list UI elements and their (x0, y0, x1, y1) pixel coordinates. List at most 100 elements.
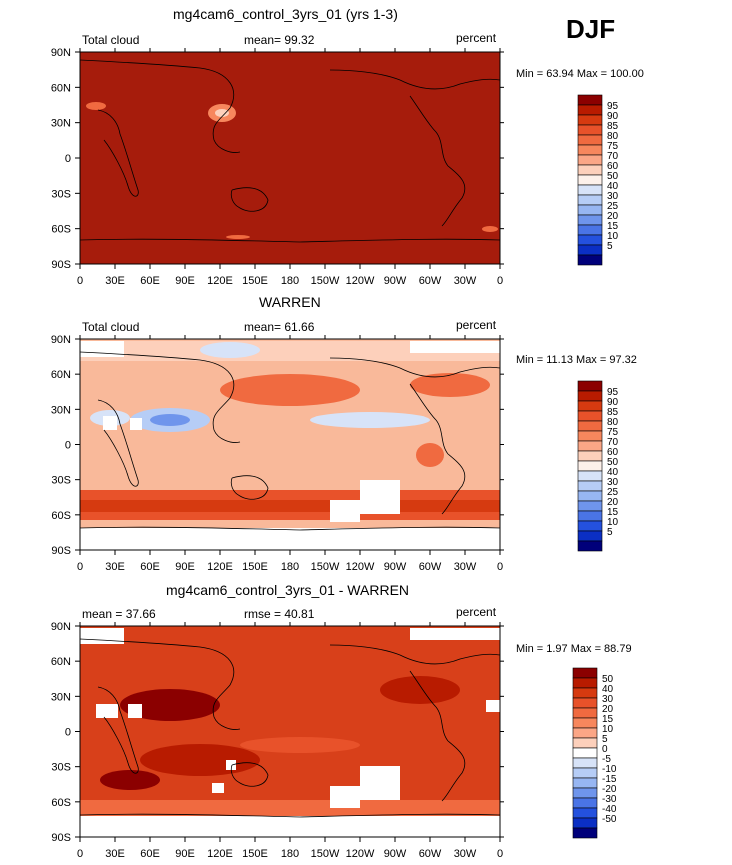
season-label: DJF (566, 14, 616, 44)
colorbar-swatch (572, 757, 598, 769)
colorbar-swatch (577, 530, 603, 542)
colorbar-label: 85 (607, 407, 619, 418)
panel-1-units-label: percent (456, 31, 497, 45)
map-1-field (80, 52, 500, 264)
x-tick-label: 0 (497, 561, 503, 573)
colorbar-swatch (572, 667, 598, 679)
colorbar-swatch (572, 677, 598, 689)
colorbar-swatch (577, 490, 603, 502)
x-tick-label: 120W (346, 848, 375, 860)
x-tick-label: 180 (281, 561, 299, 573)
colorbar-swatch (572, 717, 598, 729)
panel-3-units-label: percent (456, 605, 497, 619)
x-tick-label: 90W (384, 848, 407, 860)
colorbar-label: 25 (607, 201, 619, 212)
colorbar-swatch (577, 254, 603, 266)
y-tick-label: 30S (51, 188, 71, 200)
y-tick-label: 60N (51, 82, 71, 94)
panel-2-minmax: Min = 11.13 Max = 97.32 (516, 354, 637, 366)
colorbar-label: 30 (602, 694, 614, 705)
colorbar-label: 70 (607, 437, 619, 448)
colorbar-swatch (577, 440, 603, 452)
colorbar-swatch (577, 94, 603, 106)
y-tick-label: 60N (51, 656, 71, 668)
colorbar-swatch (577, 144, 603, 156)
x-tick-label: 150W (311, 275, 340, 287)
y-tick-label: 90S (51, 259, 71, 271)
colorbar-label: 40 (607, 467, 619, 478)
colorbar-label: 5 (607, 241, 613, 252)
colorbar-swatch (577, 234, 603, 246)
x-tick-label: 150E (242, 561, 268, 573)
x-tick-label: 150E (242, 848, 268, 860)
colorbar-swatch (572, 697, 598, 709)
colorbar-label: 10 (607, 231, 619, 242)
colorbar-label: -5 (602, 754, 611, 765)
x-tick-label: 60E (140, 848, 160, 860)
colorbar-swatch (577, 154, 603, 166)
x-tick-label: 150W (311, 848, 340, 860)
y-tick-label: 90S (51, 545, 71, 557)
x-tick-label: 30W (454, 561, 477, 573)
colorbar-swatch (577, 214, 603, 226)
colorbar-label: 85 (607, 121, 619, 132)
colorbar-swatch (577, 134, 603, 146)
x-tick-label: 0 (497, 275, 503, 287)
colorbar-swatch (577, 470, 603, 482)
x-tick-label: 90E (175, 275, 195, 287)
colorbar-label: 80 (607, 417, 619, 428)
colorbar-label: 15 (607, 507, 619, 518)
colorbar-swatch (572, 687, 598, 699)
colorbar-swatch (572, 767, 598, 779)
colorbar-label: -15 (602, 774, 617, 785)
colorbar-swatch (577, 450, 603, 462)
y-tick-label: 90N (51, 47, 71, 59)
panel-1-minmax: Min = 63.94 Max = 100.00 (516, 68, 644, 80)
y-tick-label: 30N (51, 118, 71, 130)
x-tick-label: 90W (384, 275, 407, 287)
colorbar-swatch (577, 174, 603, 186)
x-tick-label: 180 (281, 848, 299, 860)
colorbar-swatch (577, 104, 603, 116)
panel-1-title: mg4cam6_control_3yrs_01 (yrs 1-3) (173, 6, 398, 22)
y-tick-label: 60S (51, 797, 71, 809)
colorbar-swatch (577, 480, 603, 492)
colorbar-label: 5 (607, 527, 613, 538)
x-tick-label: 90W (384, 561, 407, 573)
colorbar-swatch (577, 164, 603, 176)
colorbar-swatch (577, 224, 603, 236)
x-tick-label: 0 (497, 848, 503, 860)
colorbar-label: 90 (607, 397, 619, 408)
x-tick-label: 120W (346, 561, 375, 573)
colorbar-swatch (577, 420, 603, 432)
y-tick-label: 60S (51, 510, 71, 522)
x-tick-label: 60W (419, 561, 442, 573)
colorbar-swatch (572, 777, 598, 789)
colorbar-swatch (572, 737, 598, 749)
colorbar-swatch (577, 410, 603, 422)
panel-3-mean-label: mean = 37.66 (82, 607, 156, 621)
colorbar-label: -20 (602, 784, 617, 795)
panel-2-mean-label: mean= 61.66 (244, 320, 315, 334)
map-panel-1 (80, 52, 500, 264)
colorbar-swatch (577, 184, 603, 196)
panel-1-variable-label: Total cloud (82, 33, 140, 47)
x-tick-label: 0 (77, 561, 83, 573)
x-tick-label: 30E (105, 561, 125, 573)
panel-1-mean-label: mean= 99.32 (244, 33, 315, 47)
y-tick-label: 30N (51, 691, 71, 703)
panel-2-units-label: percent (456, 318, 497, 332)
colorbar-label: -30 (602, 794, 617, 805)
colorbar-label: 40 (607, 181, 619, 192)
colorbar-swatch (577, 380, 603, 392)
panel-2-variable-label: Total cloud (82, 320, 140, 334)
colorbar-swatch (577, 510, 603, 522)
y-tick-label: 30N (51, 404, 71, 416)
colorbar-swatch (577, 244, 603, 256)
colorbar-label: 75 (607, 427, 619, 438)
colorbar-swatch (572, 807, 598, 819)
x-tick-label: 30W (454, 275, 477, 287)
